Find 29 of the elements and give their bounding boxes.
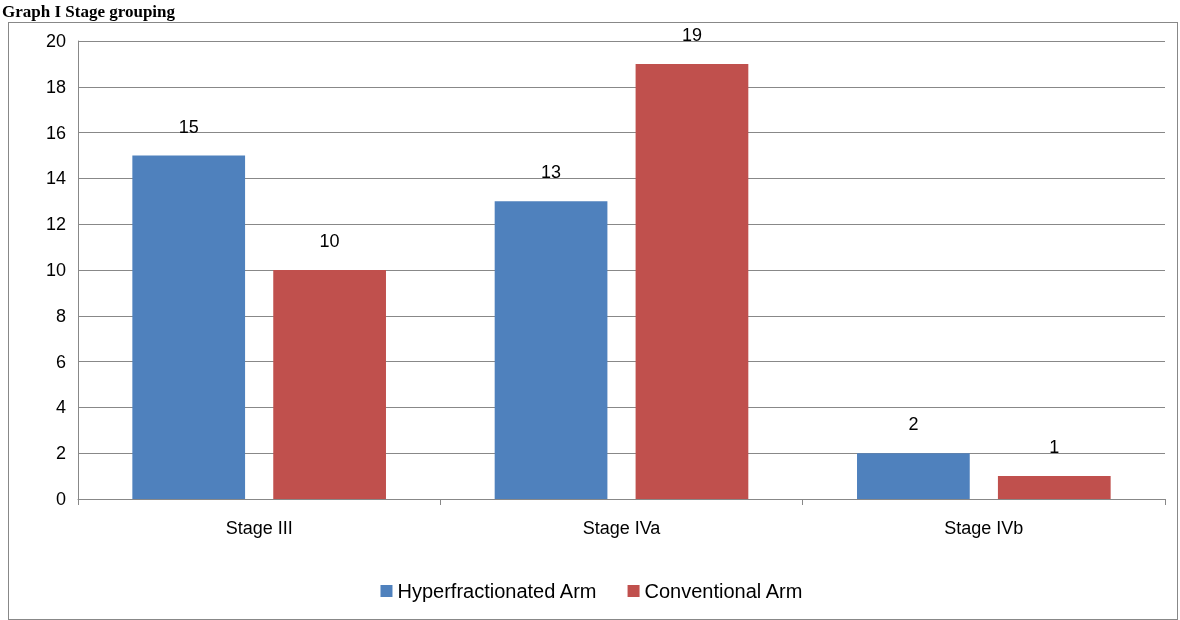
bar xyxy=(635,63,749,499)
y-tick-label: 18 xyxy=(45,76,66,97)
bar xyxy=(857,453,970,499)
y-tick-label: 14 xyxy=(45,168,66,189)
data-label: 19 xyxy=(681,24,702,45)
data-label: 15 xyxy=(178,116,199,137)
x-tick-label: Stage IVa xyxy=(582,518,662,538)
y-tick-label: 20 xyxy=(45,31,66,51)
bar xyxy=(494,201,608,499)
y-tick-label: 4 xyxy=(55,397,66,418)
legend-label: Hyperfractionated Arm xyxy=(397,580,597,602)
chart-title: Graph I Stage grouping xyxy=(2,2,176,22)
legend-label: Conventional Arm xyxy=(644,580,803,602)
data-label: 10 xyxy=(319,231,340,251)
y-tick-label: 6 xyxy=(55,351,66,372)
y-tick-label: 16 xyxy=(45,122,66,143)
data-label: 2 xyxy=(908,414,919,435)
x-tick-label: Stage IVb xyxy=(944,518,1024,538)
y-tick-label: 12 xyxy=(45,214,66,235)
x-tick-label: Stage III xyxy=(225,518,293,538)
y-tick-label: 2 xyxy=(55,443,66,464)
bar xyxy=(273,270,386,499)
y-tick-label: 0 xyxy=(55,489,66,509)
y-tick-label: 8 xyxy=(55,305,66,326)
data-label: 13 xyxy=(541,162,562,183)
bar xyxy=(997,476,1111,499)
y-tick-label: 10 xyxy=(45,260,66,280)
bar xyxy=(132,155,246,499)
data-label: 1 xyxy=(1049,437,1060,458)
